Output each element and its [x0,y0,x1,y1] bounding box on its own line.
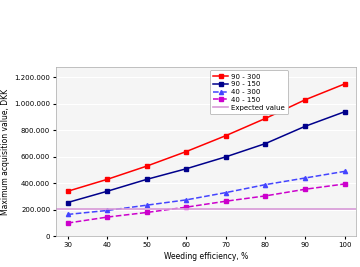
40 - 150 [224,200,228,203]
40 - 300 [66,213,70,216]
90 - 150 [145,178,149,181]
90 - 300 [105,178,109,181]
40 - 300 [342,170,347,173]
Legend: 90 - 300, 90 - 150, 40 - 300, 40 - 150, Expected value: 90 - 300, 90 - 150, 40 - 300, 40 - 150, … [210,70,288,114]
90 - 300 [145,164,149,168]
90 - 300 [184,150,189,153]
90 - 300 [303,98,307,101]
Text: Figure 4.1.: Figure 4.1. [9,5,62,14]
40 - 150 [263,194,267,198]
90 - 300 [224,134,228,137]
40 - 300 [303,176,307,180]
Line: 40 - 300: 40 - 300 [66,169,347,217]
90 - 150 [66,201,70,204]
40 - 150 [66,221,70,225]
40 - 300 [184,198,189,202]
90 - 150 [263,142,267,145]
90 - 300 [342,82,347,85]
Line: 90 - 300: 90 - 300 [66,82,347,193]
90 - 300 [263,117,267,120]
40 - 150 [105,215,109,219]
90 - 150 [342,110,347,113]
90 - 150 [105,190,109,193]
40 - 150 [184,206,189,209]
90 - 150 [224,155,228,158]
Line: 90 - 150: 90 - 150 [66,110,347,205]
40 - 300 [224,191,228,194]
Text: The relationship between weeding efficiency and maximum acquisi-
tion value for : The relationship between weeding efficie… [67,5,360,37]
40 - 150 [342,182,347,186]
90 - 300 [66,190,70,193]
90 - 150 [303,125,307,128]
Y-axis label: Maximum acquisition value, DKK: Maximum acquisition value, DKK [1,88,10,215]
90 - 150 [184,167,189,170]
X-axis label: Weeding efficiency, %: Weeding efficiency, % [164,252,248,261]
40 - 300 [263,183,267,186]
40 - 300 [145,203,149,207]
40 - 300 [105,209,109,212]
40 - 150 [303,188,307,191]
40 - 150 [145,211,149,214]
Line: 40 - 150: 40 - 150 [66,182,347,225]
